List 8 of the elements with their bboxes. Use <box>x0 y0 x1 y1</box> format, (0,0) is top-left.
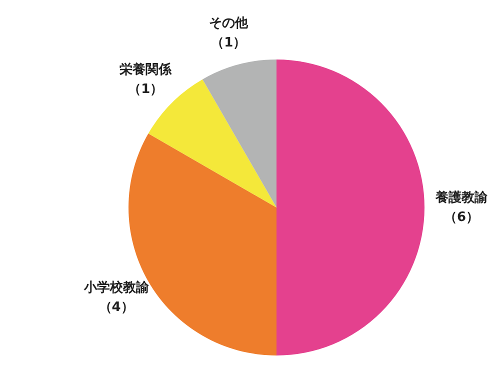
data-label: （1） <box>211 35 246 50</box>
data-label: （4） <box>98 300 134 316</box>
slice-label: 養護教諭 <box>434 189 488 206</box>
data-label: （1） <box>128 82 164 98</box>
data-label: （6） <box>444 210 480 225</box>
slice-label: その他 <box>209 16 250 31</box>
slice-label: 栄養関係 <box>120 62 173 78</box>
slice-label: 小学校教諭 <box>82 280 150 296</box>
